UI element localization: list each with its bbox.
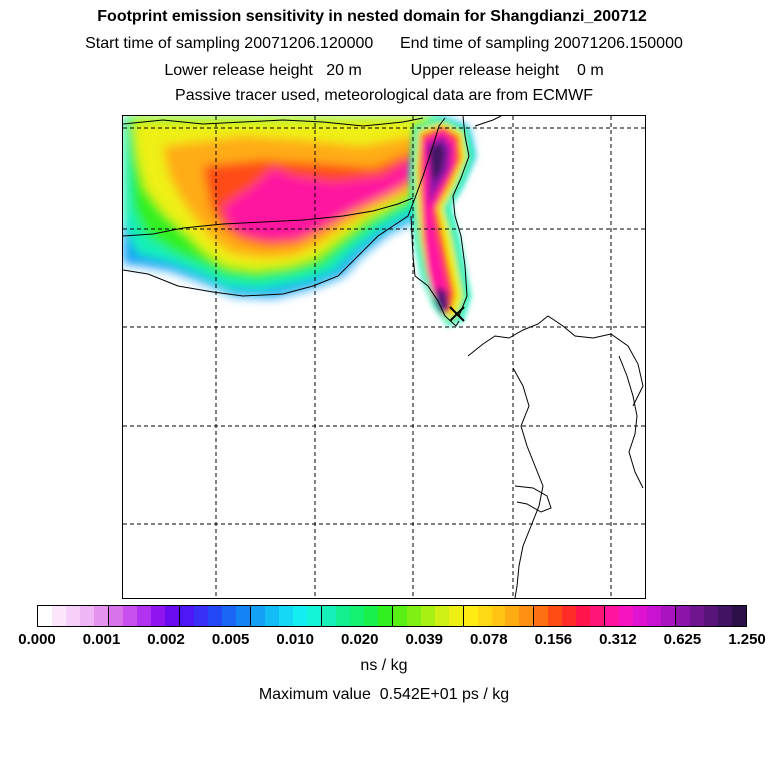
colorbar-segment xyxy=(79,606,94,626)
colorbar-segment xyxy=(562,606,577,626)
colorbar-segment xyxy=(150,606,165,626)
colorbar-segment xyxy=(178,606,194,626)
colorbar-segment xyxy=(406,606,421,626)
colorbar-segment xyxy=(377,606,392,626)
colorbar-segment xyxy=(647,606,662,626)
colorbar-segment xyxy=(207,606,222,626)
colorbar-segment xyxy=(619,606,634,626)
colorbar-segment xyxy=(335,606,350,626)
colorbar xyxy=(37,605,747,627)
colorbar-segment xyxy=(704,606,719,626)
receptor-marker xyxy=(449,306,465,322)
colorbar-segment xyxy=(292,606,307,626)
plume-core xyxy=(409,118,475,326)
colorbar-units: ns / kg xyxy=(360,657,408,674)
colorbar-tick-label: 0.156 xyxy=(534,631,573,648)
colorbar-tick-label: 0.625 xyxy=(663,631,702,648)
colorbar-tick-label: 0.000 xyxy=(18,631,56,648)
colorbar-segment xyxy=(434,606,449,626)
colorbar-segment xyxy=(448,606,463,626)
colorbar-segment xyxy=(306,606,321,626)
colorbar-segment xyxy=(363,606,378,626)
colorbar-segment xyxy=(278,606,293,626)
colorbar-segment xyxy=(235,606,250,626)
colorbar-tick-label: 0.005 xyxy=(211,631,250,648)
colorbar-segment xyxy=(391,606,407,626)
colorbar-tick-label: 0.312 xyxy=(599,631,637,648)
footprint-map xyxy=(122,115,646,599)
colorbar-segment xyxy=(65,606,80,626)
colorbar-segment xyxy=(548,606,563,626)
colorbar-segment xyxy=(718,606,733,626)
plot-title: Footprint emission sensitivity in nested… xyxy=(97,8,647,25)
colorbar-segment xyxy=(576,606,591,626)
colorbar-tick-label: 0.078 xyxy=(470,631,508,648)
release-height-line: Lower release height 20 m Upper release … xyxy=(164,62,604,79)
colorbar-segment xyxy=(732,606,747,626)
coastline xyxy=(123,116,644,598)
colorbar-segment xyxy=(590,606,605,626)
colorbar-segment xyxy=(249,606,265,626)
colorbar-segment xyxy=(690,606,705,626)
colorbar-tick-label: 0.020 xyxy=(340,631,379,648)
map-canvas xyxy=(123,116,645,598)
colorbar-segment xyxy=(533,606,549,626)
colorbar-segment xyxy=(93,606,108,626)
colorbar-segment xyxy=(505,606,520,626)
colorbar-tick-label: 0.039 xyxy=(405,631,444,648)
colorbar-tick-label: 0.002 xyxy=(147,631,185,648)
tracer-info-line: Passive tracer used, meteorological data… xyxy=(175,87,593,104)
colorbar-segment xyxy=(122,606,137,626)
colorbar-segment xyxy=(491,606,506,626)
colorbar-segment xyxy=(164,606,179,626)
colorbar-segment xyxy=(320,606,336,626)
colorbar-tick-label: 0.010 xyxy=(276,631,314,648)
colorbar-tick-label: 0.001 xyxy=(82,631,121,648)
colorbar-segment xyxy=(221,606,236,626)
lat-lon-grid xyxy=(123,116,645,598)
colorbar-segment xyxy=(107,606,123,626)
colorbar-segment xyxy=(193,606,208,626)
sampling-time-line: Start time of sampling 20071206.120000 E… xyxy=(85,35,683,52)
colorbar-segment xyxy=(38,606,52,626)
footprint-plume xyxy=(123,116,473,298)
colorbar-tick-label: 1.250 xyxy=(728,631,766,648)
colorbar-segment xyxy=(136,606,151,626)
colorbar-segment xyxy=(264,606,279,626)
colorbar-segment xyxy=(349,606,364,626)
max-value-text: Maximum value 0.542E+01 ps / kg xyxy=(258,686,510,703)
colorbar-segment xyxy=(633,606,648,626)
colorbar-segment xyxy=(675,606,691,626)
colorbar-segment xyxy=(477,606,492,626)
colorbar-segment xyxy=(420,606,435,626)
colorbar-segment xyxy=(604,606,620,626)
colorbar-segment xyxy=(51,606,66,626)
colorbar-segment xyxy=(661,606,676,626)
colorbar-segment xyxy=(519,606,534,626)
colorbar-segment xyxy=(462,606,478,626)
